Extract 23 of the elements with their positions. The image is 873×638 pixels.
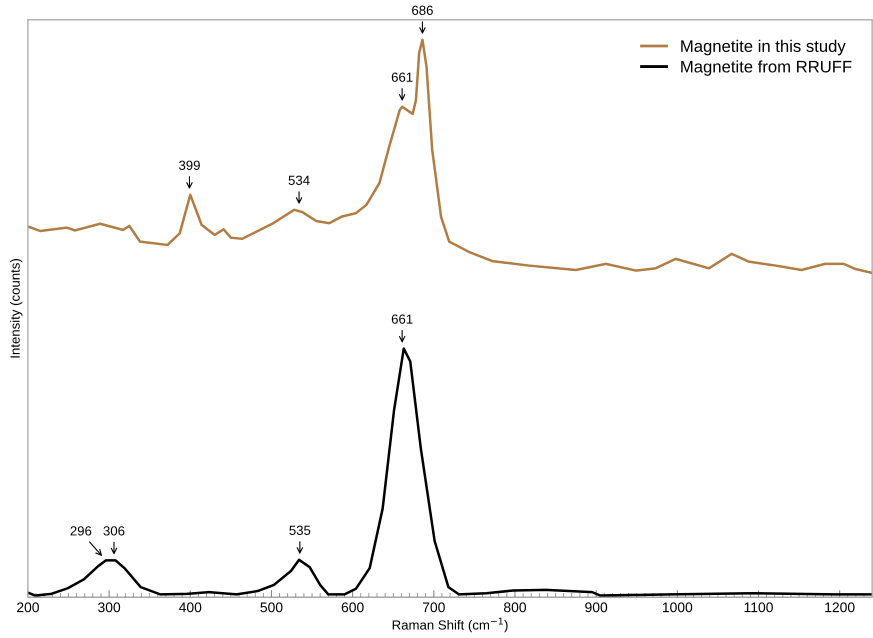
- x-tick-label: 1000: [662, 602, 692, 612]
- annotation: 306: [103, 526, 124, 536]
- annotation: 296: [70, 526, 92, 536]
- annotation: 661: [392, 314, 413, 324]
- x-tick-label: 900: [585, 602, 608, 612]
- x-tick-label: 300: [98, 602, 120, 612]
- legend-label: Magnetite in this study: [681, 40, 846, 56]
- annotation: 534: [288, 176, 310, 185]
- annotation: 535: [289, 526, 310, 535]
- x-tick-label: 1100: [744, 602, 773, 612]
- x-tick-label: 200: [17, 602, 39, 612]
- y-axis-title: Intensity (counts): [10, 259, 22, 358]
- x-tick-label: 1200: [825, 602, 855, 612]
- x-tick-label: 600: [342, 602, 364, 612]
- annotation: 661: [392, 72, 413, 82]
- x-tick-label: 500: [260, 602, 282, 612]
- x-tick-label: 700: [422, 602, 445, 612]
- x-tick-label: 800: [504, 602, 526, 612]
- annotation: 686: [412, 6, 433, 16]
- annotation: 399: [178, 160, 200, 170]
- x-axis-title: Raman Shift (cm$^{−1}$): [392, 618, 508, 632]
- x-tick-label: 400: [179, 602, 202, 612]
- legend-label: Magnetite from RRUFF: [681, 60, 852, 76]
